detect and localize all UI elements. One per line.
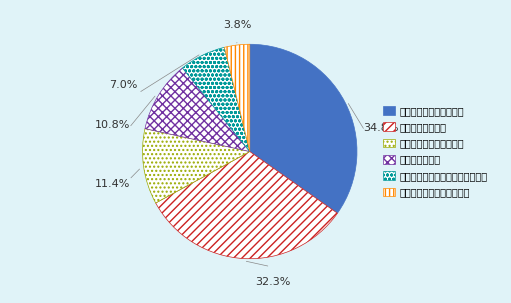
Wedge shape <box>224 44 250 152</box>
Text: 32.3%: 32.3% <box>256 277 291 287</box>
Legend: 中国内の生産コスト上昇, 中国での競争激化, 米中摩擦による不確実性, 事業承継の困難, 東南アジアなど他地域の比較優位, サプライチェーンの多様化: 中国内の生産コスト上昇, 中国での競争激化, 米中摩擦による不確実性, 事業承継… <box>383 106 488 197</box>
Wedge shape <box>156 152 337 259</box>
Text: 34.8%: 34.8% <box>363 123 398 133</box>
Wedge shape <box>182 47 250 152</box>
Text: 11.4%: 11.4% <box>95 179 130 189</box>
Wedge shape <box>145 68 250 152</box>
Wedge shape <box>250 44 357 213</box>
Text: 10.8%: 10.8% <box>95 120 130 130</box>
Wedge shape <box>143 129 250 203</box>
Text: 7.0%: 7.0% <box>109 80 137 90</box>
Text: 3.8%: 3.8% <box>223 20 251 30</box>
